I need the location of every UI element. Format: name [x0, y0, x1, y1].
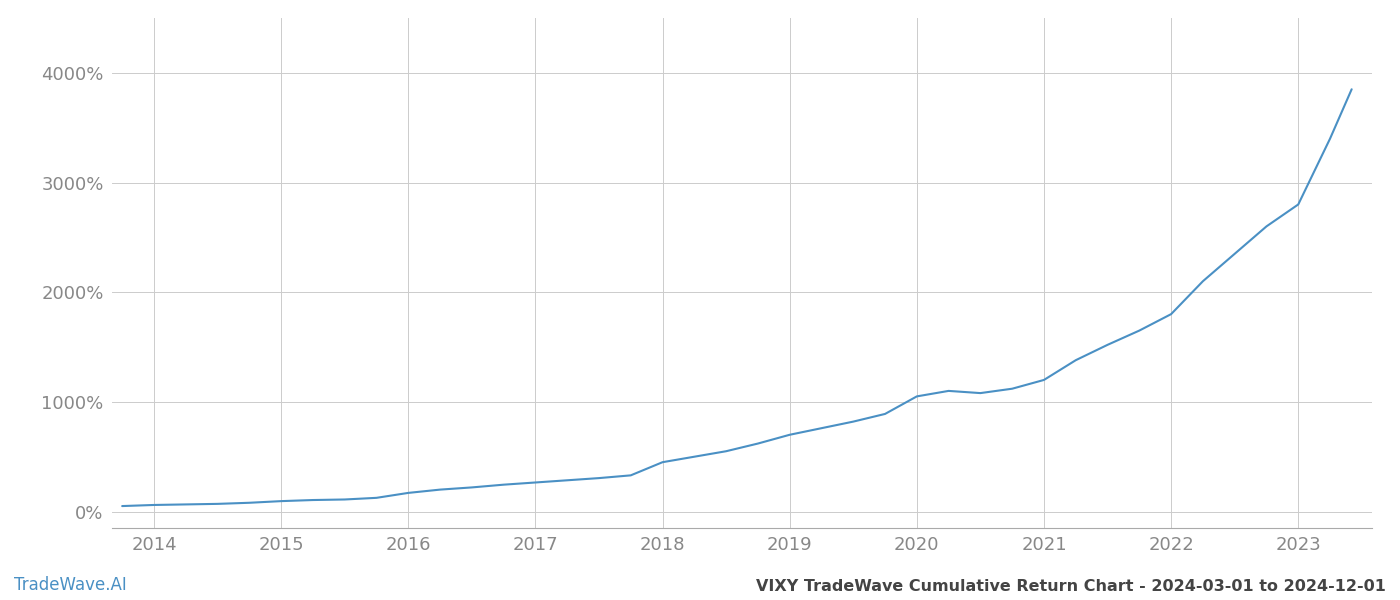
Text: VIXY TradeWave Cumulative Return Chart - 2024-03-01 to 2024-12-01: VIXY TradeWave Cumulative Return Chart -…: [756, 579, 1386, 594]
Text: TradeWave.AI: TradeWave.AI: [14, 576, 127, 594]
